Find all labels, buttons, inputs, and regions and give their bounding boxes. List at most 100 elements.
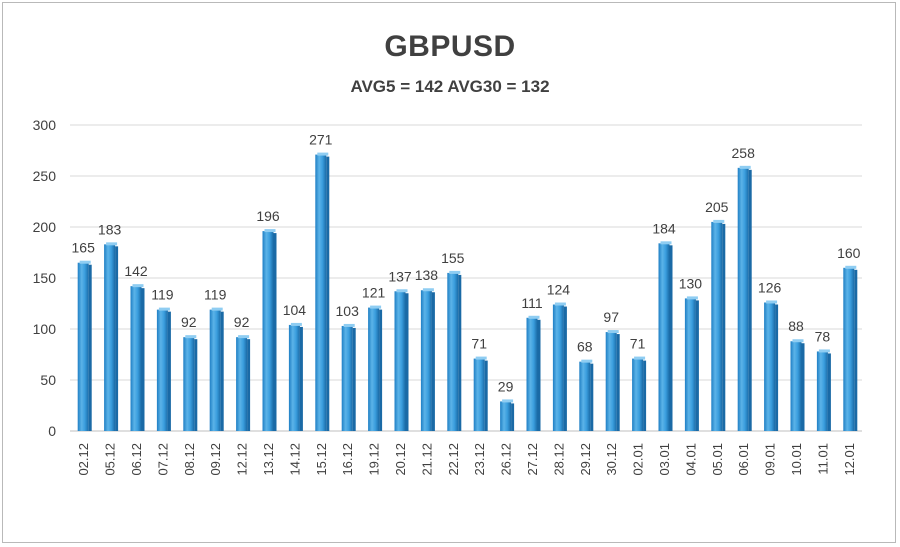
data-label: 126 [758,279,782,295]
bar [500,399,515,431]
data-label: 165 [72,240,96,256]
y-tick-label: 150 [33,270,57,286]
bar-side [695,300,699,431]
data-label: 71 [471,336,487,352]
bar-body [209,309,221,431]
data-label: 92 [234,314,250,330]
x-tick-label: 03.01 [657,443,672,476]
bar-top [79,260,91,264]
bar-body [711,221,723,431]
bar-top [686,296,698,300]
bar-top [739,165,751,169]
bar-top [766,300,778,304]
bar [209,307,224,431]
bar [790,339,805,431]
bar [552,302,567,431]
bar-top [158,307,170,311]
bar-body [77,262,89,431]
bar [711,219,726,431]
data-label: 196 [256,208,280,224]
bar-top [370,305,382,309]
bar [447,270,462,431]
data-label: 71 [630,336,646,352]
data-label: 130 [679,275,703,291]
data-label: 97 [603,309,619,325]
data-label: 155 [441,250,465,266]
bar-top [132,284,144,288]
bar-body [156,309,168,431]
bar-side [141,288,145,431]
bar-top [238,335,250,339]
data-label: 124 [547,282,571,298]
x-tick-label: 16.12 [340,443,355,476]
bar-body [500,401,512,431]
x-tick-label: 13.12 [261,443,276,476]
x-tick-label: 06.01 [736,443,751,476]
x-tick-label: 05.12 [103,443,118,476]
bar-top [396,289,408,293]
data-label: 142 [124,263,148,279]
bar [526,315,541,431]
bar-body [764,302,776,431]
bar-side [220,311,224,431]
data-label: 121 [362,285,386,301]
bar-side [511,403,515,431]
bar [579,359,594,431]
x-tick-label: 09.12 [208,443,223,476]
y-tick-label: 0 [48,423,56,439]
x-tick-label: 06.12 [129,443,144,476]
bar-body [315,154,327,431]
bar [605,330,620,431]
bar-side [590,363,594,431]
bar-body [130,286,142,431]
bar-top [792,339,804,343]
bar-side [775,304,779,431]
bar [658,241,673,431]
bar-body [394,291,406,431]
bar [816,349,831,431]
bar [632,356,647,431]
bar [288,322,303,431]
x-tick-label: 05.01 [710,443,725,476]
bar-body [658,243,670,431]
bar-side [854,269,858,431]
bar [420,288,435,431]
x-tick-label: 07.12 [155,443,170,476]
bar-side [669,245,673,431]
x-tick-label: 09.01 [763,443,778,476]
data-label: 271 [309,132,333,148]
bar-body [579,361,591,431]
bar-body [632,358,644,431]
bar-top [660,241,672,245]
bar-side [722,223,726,431]
bar-body [843,267,855,431]
x-tick-label: 10.01 [789,443,804,476]
bar-side [167,311,171,431]
x-tick-label: 14.12 [287,443,302,476]
bar-side [299,326,303,431]
bar-side [801,343,805,431]
data-label: 138 [415,267,439,283]
data-label: 119 [151,287,174,303]
bar [315,152,330,431]
bar-body [447,272,459,431]
bar-top [634,356,646,360]
data-label: 78 [815,328,831,344]
bars [77,152,858,431]
bar-top [845,265,857,269]
bar-top [211,307,223,311]
bar [130,284,145,431]
bar [394,289,409,431]
bar-body [526,317,538,431]
x-tick-label: 02.01 [631,443,646,476]
bar-side [115,246,119,431]
bar-side [88,264,92,431]
bar-side [405,293,409,431]
bar-body [605,332,617,431]
data-label: 183 [98,221,122,237]
x-axis: 02.12 05.12 06.12 07.12 08.12 09.12 12.12 13.12… [76,443,857,476]
bar-top [317,152,329,156]
bar-body [816,351,828,431]
bar-body [262,231,274,431]
